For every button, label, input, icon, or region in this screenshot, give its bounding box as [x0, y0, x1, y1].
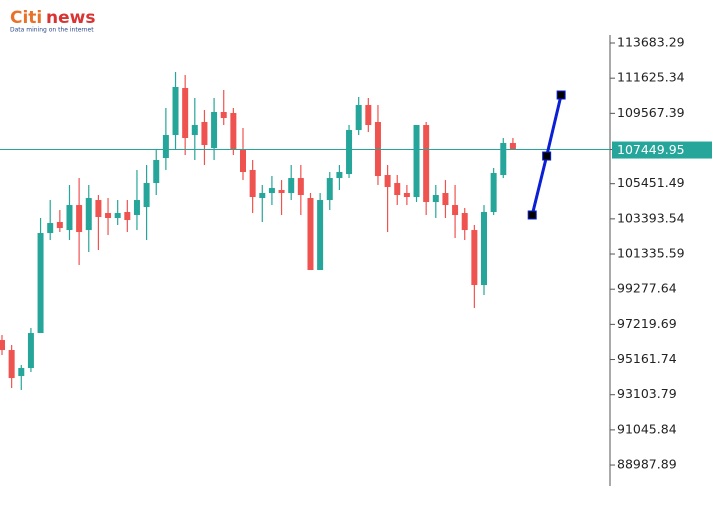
candle-body — [490, 173, 497, 213]
candle-body — [76, 205, 83, 233]
candle-body — [307, 198, 314, 271]
y-tick-label: 99277.64 — [617, 281, 677, 296]
candle-body — [481, 212, 487, 286]
y-tick-label: 95161.74 — [617, 351, 677, 366]
y-tick-label: 101335.59 — [617, 246, 685, 261]
candle-body — [259, 193, 266, 199]
candle-body — [133, 200, 140, 216]
y-tick-label: 88987.89 — [617, 457, 677, 472]
candle-body — [288, 178, 295, 194]
candle-body — [394, 183, 401, 196]
candle-body — [317, 200, 324, 271]
logo-brand: Citi — [10, 8, 42, 28]
candle-body — [355, 105, 362, 131]
candle-body — [191, 125, 198, 136]
y-tick-label: 103393.54 — [617, 210, 685, 225]
candle-body — [211, 112, 218, 149]
projection-point — [542, 151, 552, 161]
y-tick-label: 93103.79 — [617, 386, 677, 401]
candle-body — [297, 178, 304, 196]
candle-body — [105, 213, 112, 219]
logo-brand: news — [46, 8, 95, 28]
y-tick-label: 109567.39 — [617, 105, 685, 120]
candle-body — [220, 112, 227, 119]
candle-body — [172, 87, 179, 136]
candle-body — [432, 195, 439, 203]
candle-body — [346, 130, 353, 175]
candle-body — [18, 368, 25, 377]
candle-body — [413, 125, 420, 198]
current-price-box — [612, 141, 712, 159]
candle-body — [471, 230, 478, 286]
y-tick-label: 113683.29 — [617, 35, 685, 50]
candle-body — [452, 205, 459, 216]
candle-body — [230, 113, 237, 151]
candle-body — [85, 198, 92, 231]
candle-body — [0, 340, 5, 351]
y-tick-label: 111625.34 — [617, 70, 685, 85]
candle-body — [37, 233, 44, 334]
candle-body — [500, 143, 507, 176]
candle-body — [403, 193, 410, 198]
projection-point — [556, 90, 566, 100]
logo-tagline: Data mining on the internet — [10, 27, 94, 34]
candle-body — [442, 193, 449, 206]
projection-point — [527, 210, 537, 220]
candle-body — [268, 188, 275, 194]
candle-body — [374, 122, 381, 177]
candle-body — [423, 125, 430, 203]
candle-body — [384, 175, 391, 188]
candle-body — [278, 190, 285, 194]
candle-body — [509, 143, 516, 150]
candle-body — [114, 213, 121, 219]
y-tick-label: 91045.84 — [617, 421, 677, 436]
candle-body — [162, 135, 169, 159]
candle-body — [153, 160, 160, 184]
candle-body — [182, 88, 189, 139]
candle-body — [95, 200, 102, 218]
y-tick-label: 105451.49 — [617, 175, 685, 190]
candle-body — [461, 213, 468, 231]
candle-body — [47, 223, 54, 234]
candle-body — [66, 205, 73, 231]
candle-body — [365, 105, 372, 126]
y-tick-label: 97219.69 — [617, 316, 677, 331]
candle-body — [326, 178, 333, 201]
candle-body — [8, 350, 15, 379]
candle-body — [56, 222, 63, 229]
candle-body — [240, 150, 246, 173]
candle-body — [143, 183, 150, 208]
candle-body — [27, 333, 34, 369]
candle-body — [124, 212, 131, 221]
candle-body — [201, 122, 208, 146]
candle-body — [249, 170, 256, 198]
current-price-label: 107449.95 — [617, 142, 685, 157]
candle-body — [336, 172, 343, 179]
